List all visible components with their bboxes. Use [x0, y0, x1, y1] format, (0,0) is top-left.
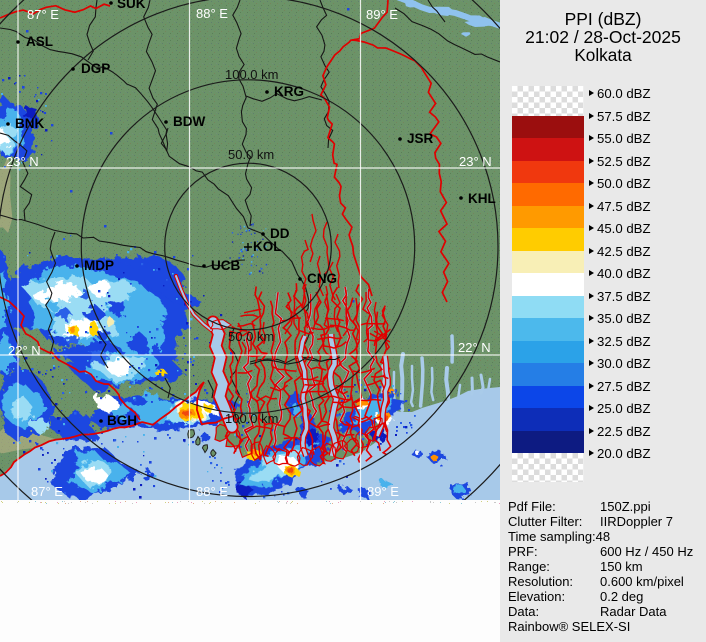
- svg-text:22° N: 22° N: [8, 343, 41, 358]
- svg-text:23° N: 23° N: [459, 154, 492, 169]
- svg-text:MDP: MDP: [84, 258, 114, 273]
- svg-text:50.0 km: 50.0 km: [228, 147, 274, 162]
- svg-text:87° E: 87° E: [31, 484, 63, 499]
- svg-text:CNG: CNG: [307, 271, 337, 286]
- svg-text:KRG: KRG: [274, 84, 304, 99]
- svg-text:50.0 km: 50.0 km: [228, 329, 274, 344]
- svg-text:87° E: 87° E: [27, 7, 59, 22]
- svg-text:KOL: KOL: [253, 239, 282, 254]
- svg-text:DGP: DGP: [81, 61, 110, 76]
- svg-text:100.0 km: 100.0 km: [225, 67, 278, 82]
- svg-text:88° E: 88° E: [196, 6, 228, 21]
- svg-text:100.0 km: 100.0 km: [225, 411, 278, 426]
- svg-text:ASL: ASL: [26, 34, 53, 49]
- svg-text:BNK: BNK: [15, 116, 44, 131]
- svg-text:JSR: JSR: [407, 131, 434, 146]
- svg-text:SUK: SUK: [117, 0, 146, 11]
- svg-text:89° E: 89° E: [366, 7, 398, 22]
- svg-text:22° N: 22° N: [458, 340, 491, 355]
- svg-text:BGH: BGH: [107, 413, 137, 428]
- svg-text:89° E: 89° E: [367, 484, 399, 499]
- svg-text:UCB: UCB: [211, 258, 240, 273]
- svg-text:BDW: BDW: [173, 114, 205, 129]
- svg-text:23° N: 23° N: [6, 154, 39, 169]
- svg-text:KHL: KHL: [468, 191, 496, 206]
- svg-text:88° E: 88° E: [196, 484, 228, 499]
- svg-text:DD: DD: [270, 226, 290, 241]
